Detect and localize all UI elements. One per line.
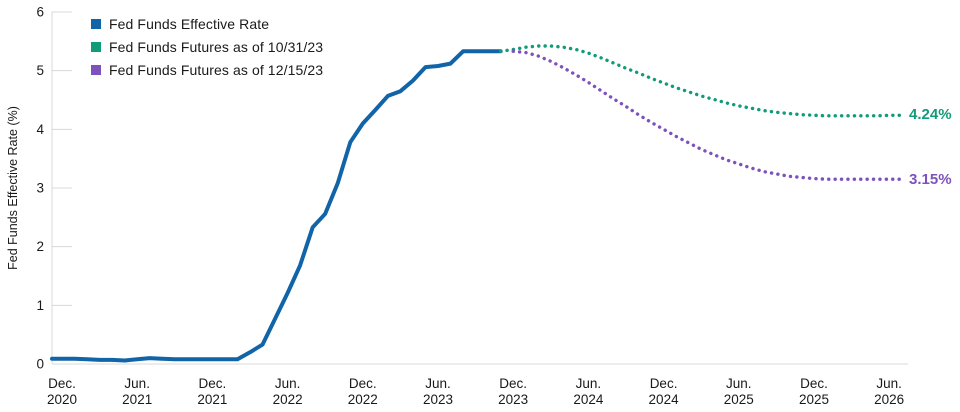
y-tick-label: 5	[36, 63, 44, 78]
x-tick-label-year: 2026	[874, 392, 904, 407]
x-tick-label-month: Dec.	[199, 376, 227, 391]
y-tick-label: 6	[36, 5, 44, 20]
series-line-2	[511, 49, 904, 181]
legend-label: Fed Funds Futures as of 12/15/23	[109, 61, 324, 78]
y-tick-label: 1	[36, 298, 44, 313]
legend-swatch-purple-icon	[91, 64, 101, 75]
x-tick-label-year: 2020	[47, 392, 77, 407]
end-value-label-purple: 3.15%	[909, 171, 952, 188]
legend-label: Fed Funds Effective Rate	[109, 15, 270, 32]
y-tick-label: 3	[36, 181, 44, 196]
legend-label: Fed Funds Futures as of 10/31/23	[109, 38, 324, 55]
x-tick-label-month: Dec.	[48, 376, 76, 391]
x-tick-label-year: 2022	[273, 392, 303, 407]
x-tick-label-year: 2022	[348, 392, 378, 407]
x-tick-label-year: 2021	[122, 392, 152, 407]
end-value-label-green: 4.24%	[909, 106, 952, 123]
x-tick-label-month: Dec.	[499, 376, 527, 391]
y-tick-label: 4	[36, 122, 44, 137]
x-tick-label-month: Jun.	[124, 376, 150, 391]
x-tick-label-month: Jun.	[726, 376, 752, 391]
x-tick-label-month: Dec.	[800, 376, 828, 391]
series-line-0	[50, 49, 503, 363]
x-tick-label-year: 2023	[498, 392, 528, 407]
x-tick-label-month: Jun.	[275, 376, 301, 391]
y-tick-label: 0	[36, 357, 44, 372]
x-tick-label-year: 2023	[423, 392, 453, 407]
legend-item-futures-oct: Fed Funds Futures as of 10/31/23	[91, 35, 323, 58]
x-tick-label-year: 2025	[799, 392, 829, 407]
chart-legend: Fed Funds Effective Rate Fed Funds Futur…	[91, 12, 323, 81]
x-tick-label-month: Dec.	[650, 376, 678, 391]
x-tick-label-month: Dec.	[349, 376, 377, 391]
y-axis-title: Fed Funds Effective Rate (%)	[6, 106, 20, 270]
legend-swatch-green-icon	[91, 41, 101, 52]
x-tick-label-month: Jun.	[425, 376, 451, 391]
legend-item-futures-dec: Fed Funds Futures as of 12/15/23	[91, 58, 323, 81]
x-tick-label-year: 2024	[649, 392, 680, 407]
x-tick-label-month: Jun.	[576, 376, 602, 391]
legend-item-effective-rate: Fed Funds Effective Rate	[91, 12, 323, 35]
x-tick-label-year: 2025	[724, 392, 754, 407]
legend-swatch-blue-icon	[91, 18, 101, 29]
x-tick-label-month: Jun.	[876, 376, 902, 391]
series-line-1	[499, 44, 904, 118]
x-tick-label-year: 2021	[197, 392, 227, 407]
y-tick-label: 2	[36, 239, 44, 254]
x-tick-label-year: 2024	[573, 392, 604, 407]
